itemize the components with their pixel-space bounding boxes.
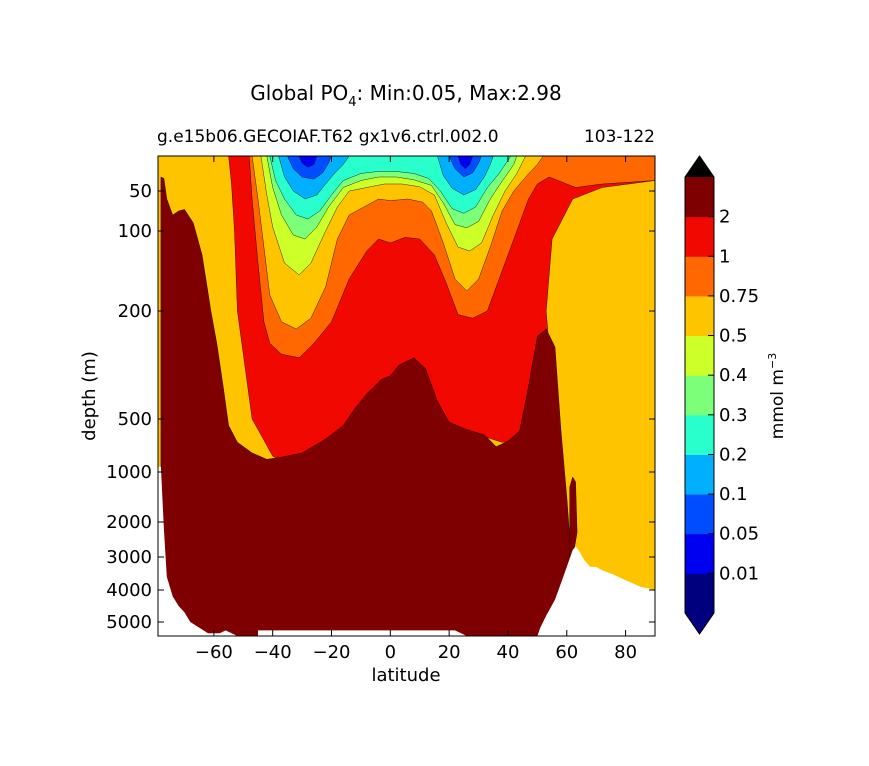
colorbar-segment: [685, 454, 714, 495]
x-tick-label: −20: [313, 642, 351, 663]
y-tick-label: 3000: [106, 547, 152, 568]
colorbar-tick-label: 1: [719, 246, 730, 267]
x-tick-label: 60: [555, 642, 578, 663]
plot-frame: [157, 155, 656, 637]
colorbar-segment: [685, 295, 714, 337]
y-axis-label: depth (m): [79, 351, 100, 441]
x-tick-label: −60: [195, 642, 233, 663]
title-suffix: : Min:0.05, Max:2.98: [357, 81, 562, 105]
y-tick-label: 4000: [106, 580, 152, 601]
colorbar-extend-min: [685, 613, 714, 634]
colorbar-tick-label: 0.2: [719, 444, 748, 465]
colorbar-tick-label: 0.4: [719, 365, 748, 386]
contour-band-2-arctic: [569, 476, 578, 558]
colorbar-label-main: mmol m: [768, 369, 788, 439]
title-prefix: Global PO: [250, 81, 348, 105]
land-mask-2: [258, 630, 467, 636]
y-tick-label: 5000: [106, 612, 152, 633]
y-tick-label: 200: [118, 301, 152, 322]
chart-subtitle-left: g.e15b06.GECOIAF.T62 gx1v6.ctrl.002.0: [157, 127, 499, 147]
colorbar-segment: [685, 216, 714, 257]
colorbar-segment: [685, 177, 714, 218]
colorbar: 0.01 0.05 0.1 0.2 0.3 0.4 0.5 0.75 1 2: [684, 155, 759, 635]
x-tick-label: 20: [438, 642, 461, 663]
land-mask-1: [537, 546, 655, 636]
colorbar-tick-label: 0.05: [719, 524, 759, 545]
colorbar-tick-label: 0.01: [719, 563, 759, 584]
x-tick-label: −40: [254, 642, 292, 663]
chart-title: Global PO4: Min:0.05, Max:2.98: [250, 81, 561, 110]
colorbar-tick-label: 0.3: [719, 405, 748, 426]
colorbar-segment: [685, 533, 714, 574]
colorbar-outline: [684, 155, 715, 635]
colorbar-segment: [685, 414, 714, 455]
land-mask-0: [158, 466, 238, 636]
y-tick-label: 100: [118, 221, 152, 242]
y-tick-label: 500: [118, 409, 152, 430]
colorbar-segment: [685, 573, 714, 614]
x-tick-label: 0: [385, 642, 396, 663]
x-tick-label: 40: [497, 642, 520, 663]
x-tick-label: 80: [614, 642, 637, 663]
colorbar-extend-max: [685, 156, 714, 177]
contour-band-0_01-11: [457, 156, 473, 169]
colorbar-tick-label: 0.5: [719, 326, 748, 347]
contour-band-0_01-10: [298, 156, 318, 168]
y-tick-label: 2000: [106, 512, 152, 533]
plot-area: −60 −40 −20 0 20 40 60 80 50 100 200 500 1000 2000 30…: [106, 155, 656, 663]
colorbar-tick-label: 0.75: [719, 286, 759, 307]
colorbar-tick-label: 0.1: [719, 484, 748, 505]
y-tick-label: 50: [129, 181, 152, 202]
x-axis-ticks: −60 −40 −20 0 20 40 60 80: [195, 156, 637, 663]
y-axis-ticks: 50 100 200 500 1000 2000 3000 4000 5000: [106, 181, 655, 633]
colorbar-label-exp: −3: [766, 353, 779, 369]
title-text: Global PO4: Min:0.05, Max:2.98: [250, 81, 561, 110]
chart-subtitle-right: 103-122: [584, 127, 655, 147]
colorbar-segment: [685, 375, 714, 416]
contour-fill-layer: [158, 156, 655, 636]
contour-band-2-max: [160, 176, 572, 636]
title-subscript: 4: [348, 95, 356, 110]
x-axis-label: latitude: [371, 665, 440, 686]
colorbar-label: mmol m−3: [766, 353, 788, 439]
colorbar-segment: [685, 335, 714, 376]
colorbar-tick-label: 2: [719, 207, 730, 228]
colorbar-segment: [685, 256, 714, 297]
y-tick-label: 1000: [106, 462, 152, 483]
colorbar-segment: [685, 494, 714, 535]
